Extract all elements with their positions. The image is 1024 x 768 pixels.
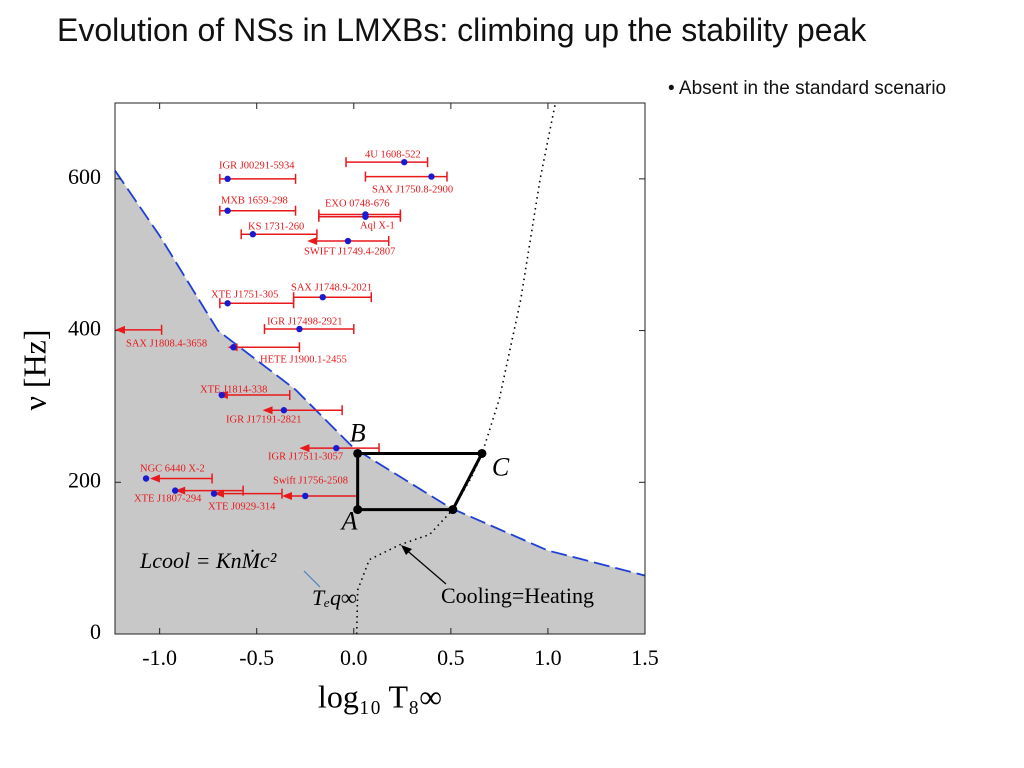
cycle-label: B [350,418,366,447]
annotation-arrowhead [401,545,412,555]
cycle-point [353,448,363,458]
data-point [142,475,150,482]
equilibrium-label: Tₑq∞ [312,585,357,610]
data-point [224,175,231,183]
data-point [230,344,237,351]
source-label: SWIFT J1749.4-2807 [304,246,395,257]
x-tick-label: 0.0 [340,645,368,670]
source-label: IGR J17498-2921 [267,316,343,327]
source-label: XTE J1814-338 [200,384,267,395]
chart: -1.0 -0.5 0.0 0.5 1.0 1.5 0 200 400 600 log₁₀ T₈∞ ν… [16,102,659,714]
limit-arrow [299,444,310,453]
data-point [333,444,340,452]
data-point [224,300,231,307]
source-label: SAX J1750.8-2900 [372,184,453,195]
x-tick-label: 1.5 [631,645,659,670]
data-point [218,391,225,399]
source-label: SAX J1808.4-3658 [126,338,207,349]
source-label: 4U 1608-522 [365,149,421,160]
slide-title: Evolution of NSs in LMXBs: climbing up t… [57,12,867,48]
source-label: XTE J0929-314 [208,501,276,512]
data-point [362,213,369,220]
y-tick-label: 600 [68,164,101,189]
data-point [302,492,309,500]
source-label: XTE J1807-294 [134,493,202,504]
stable-region [115,170,645,634]
data-point [249,231,257,238]
data-point [344,237,352,245]
source-label: KS 1731-260 [248,221,304,232]
cycle-label: C [492,452,510,481]
limit-arrow [262,406,273,415]
limit-arrow [149,474,160,483]
limit-arrow [115,325,125,334]
limit-arrow [214,489,225,498]
plot-frame [114,102,646,635]
limit-arrow [307,237,318,246]
source-label: IGR J17511-3057 [268,451,343,462]
source-label: Aql X-1 [360,220,395,231]
data-point [224,207,231,214]
data-point [210,490,218,497]
cycle-label: A [340,507,358,536]
data-point [280,407,288,414]
data-point [171,487,179,494]
bullet: • Absent in the standard scenario [668,78,947,99]
y-axis-label: ν [Hz] [16,329,52,410]
source-label: NGC 6440 X-2 [140,463,205,474]
annotation-arrow [402,546,447,585]
annotation-arrow [303,570,321,588]
source-label: EXO 0748-676 [325,198,389,209]
data-point [428,173,435,180]
x-axis-label: log₁₀ T₈∞ [318,678,442,714]
x-tick-label: -1.0 [142,645,177,670]
source-label: IGR J17191-2821 [226,414,302,425]
cycle-point [448,505,458,515]
limit-arrow [281,491,292,500]
stability-curve [115,170,645,577]
y-tick-label: 0 [90,619,101,644]
source-label: IGR J00291-5934 [219,160,295,171]
source-label: Swift J1756-2508 [273,475,348,486]
source-label: SAX J1748.9-2021 [291,282,372,293]
bullet-text: Absent in the standard scenario [678,78,947,99]
curve-label: Cooling=Heating [441,583,594,608]
x-tick-label: 0.5 [437,645,465,670]
x-tick-label: -0.5 [239,645,274,670]
source-label: XTE J1751-305 [211,289,278,300]
data-point [296,325,303,333]
data-point [401,158,408,166]
y-tick-label: 400 [68,316,101,341]
data-point [319,293,326,301]
limit-arrow [175,486,186,495]
source-label: MXB 1659-298 [221,195,288,206]
cycle-point [353,505,363,515]
y-tick-label: 200 [68,467,101,492]
x-tick-label: 1.0 [534,645,562,670]
cycle-point [477,448,487,458]
source-label: HETE J1900.1-2455 [260,354,347,365]
formula: Lcool = KnṀc² [139,548,277,573]
